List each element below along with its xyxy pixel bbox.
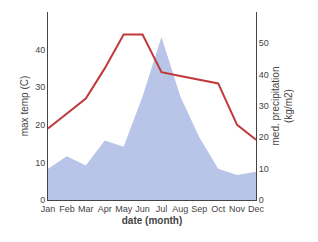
svg-text:0: 0 xyxy=(259,195,264,205)
svg-text:date (month): date (month) xyxy=(122,215,183,226)
svg-text:Oct: Oct xyxy=(211,204,226,214)
svg-text:10: 10 xyxy=(259,164,269,174)
svg-text:Apr: Apr xyxy=(98,204,112,214)
svg-text:Dec: Dec xyxy=(248,204,265,214)
svg-text:30: 30 xyxy=(259,101,269,111)
svg-text:Jun: Jun xyxy=(135,204,150,214)
svg-text:Sep: Sep xyxy=(191,204,207,214)
svg-text:40: 40 xyxy=(35,45,45,55)
svg-text:Aug: Aug xyxy=(172,204,188,214)
svg-text:20: 20 xyxy=(35,120,45,130)
svg-text:40: 40 xyxy=(259,70,269,80)
svg-text:30: 30 xyxy=(35,82,45,92)
svg-text:med. precipitation(kg/m2): med. precipitation(kg/m2) xyxy=(270,67,294,146)
svg-text:Nov: Nov xyxy=(229,204,246,214)
svg-text:Feb: Feb xyxy=(59,204,75,214)
svg-text:max temp (C): max temp (C) xyxy=(19,76,30,137)
svg-text:0: 0 xyxy=(40,195,45,205)
svg-text:20: 20 xyxy=(259,132,269,142)
svg-text:50: 50 xyxy=(259,38,269,48)
svg-text:Jan: Jan xyxy=(41,204,56,214)
svg-text:10: 10 xyxy=(35,158,45,168)
svg-text:Jul: Jul xyxy=(156,204,168,214)
svg-text:Mar: Mar xyxy=(78,204,94,214)
svg-text:May: May xyxy=(115,204,133,214)
